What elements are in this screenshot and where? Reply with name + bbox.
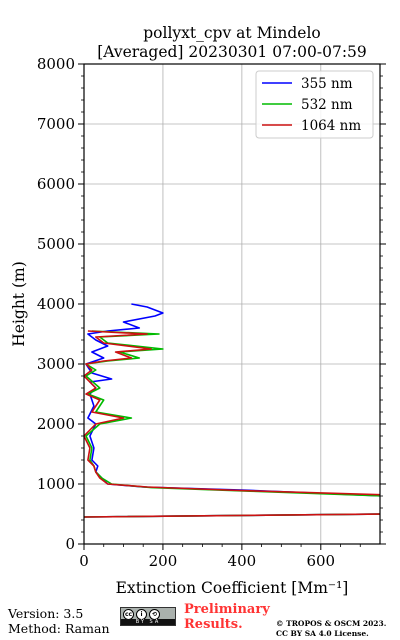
preliminary-notice: Preliminary Results. [184,602,270,632]
preliminary-line2: Results. [184,617,243,632]
chart-title-line2: [Averaged] 20230301 07:00-07:59 [97,43,367,61]
copyright-notice: © TROPOS & OSCM 2023. CC BY SA 4.0 Licen… [276,619,386,639]
chart-title-line1: pollyxt_cpv at Mindelo [143,24,321,42]
plot-lines [84,303,380,518]
cc-badge-text: BY SA [121,619,175,625]
footer-info: Version: 3.5 Method: Raman [8,606,110,636]
method-text: Method: Raman [8,621,110,636]
copyright-line2: CC BY SA 4.0 License. [276,629,369,638]
x-tick-label: 400 [228,552,257,570]
y-tick-label: 2000 [37,415,75,433]
x-tick-label: 200 [149,552,178,570]
x-axis-label: Extinction Coefficient [Mm⁻¹] [116,579,349,597]
series-line-1064-nm [84,330,380,518]
axis-tick-labels: 0 1000 2000 3000 4000 5000 6000 7000 8000 0 200 400… [37,55,335,570]
y-tick-label: 1000 [37,475,75,493]
y-tick-label: 0 [65,535,75,553]
y-tick-label: 6000 [37,175,75,193]
legend-label-355: 355 nm [301,76,353,92]
copyright-line1: © TROPOS & OSCM 2023. [276,619,387,628]
y-axis-label: Height (m) [10,261,28,347]
legend-label-532: 532 nm [301,97,353,113]
legend: 355 nm 532 nm 1064 nm [255,70,374,139]
y-tick-label: 7000 [37,115,75,133]
y-tick-label: 4000 [37,295,75,313]
legend-box [255,70,374,139]
version-text: Version: 3.5 [8,606,84,621]
preliminary-line1: Preliminary [184,602,270,617]
x-tick-label: 0 [79,552,89,570]
y-tick-label: 5000 [37,235,75,253]
chart: pollyxt_cpv at Mindelo [Averaged] 202303… [10,24,386,597]
x-tick-label: 600 [306,552,335,570]
legend-label-1064: 1064 nm [301,118,361,134]
y-tick-label: 8000 [37,55,75,73]
axis-ticks [78,63,386,550]
y-tick-label: 3000 [37,355,75,373]
cc-license-badge: cc i ⟲ BY SA [120,607,176,626]
